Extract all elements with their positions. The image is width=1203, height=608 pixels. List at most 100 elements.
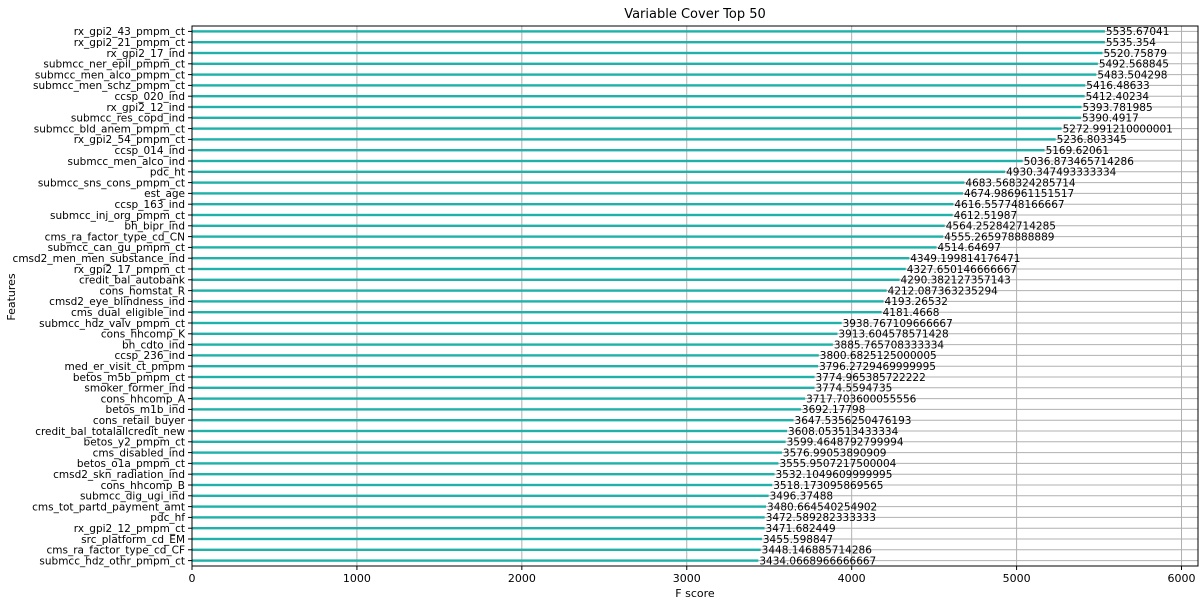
bar — [192, 375, 815, 379]
bar — [192, 548, 761, 551]
data-label: 5272.991210000001 — [1063, 123, 1173, 135]
bar — [192, 138, 1056, 141]
y-tick-label: cons_hhcomp_A — [101, 393, 186, 405]
bar — [192, 116, 1081, 119]
bar — [192, 451, 782, 454]
y-tick-label: pdc_ht — [150, 167, 185, 179]
data-label: 3800.6825125000005 — [820, 350, 937, 362]
bar — [192, 408, 801, 411]
bar — [192, 41, 1105, 44]
bar — [192, 365, 819, 368]
y-tick-label: betos_y2_pmpm_ct — [84, 437, 185, 449]
data-label: 5236.803345 — [1057, 134, 1127, 146]
y-tick-label: betos_o1a_pmpm_ct — [77, 458, 185, 470]
data-label: 3717.703600055556 — [806, 393, 917, 405]
bar — [192, 62, 1098, 65]
bar — [192, 181, 965, 184]
data-label: 3885.765708333334 — [834, 339, 945, 351]
y-tick-label: cms_ra_factor_type_cd_CN — [45, 231, 185, 243]
bar — [192, 95, 1085, 98]
data-label: 5036.873465714286 — [1024, 156, 1135, 168]
data-label: 5393.781985 — [1083, 102, 1153, 114]
y-tick-label: rx_gpi2_17_ind — [106, 48, 185, 60]
data-label: 5483.504298 — [1097, 69, 1167, 81]
data-label: 4181.4668 — [883, 307, 940, 319]
bar — [192, 321, 842, 325]
y-tick-label: cons_hhcomp_K — [101, 329, 186, 341]
x-tick-label: 6000 — [1168, 572, 1196, 585]
data-label: 3480.664540254902 — [767, 501, 877, 513]
bar — [192, 559, 759, 562]
bar — [192, 246, 937, 249]
data-label: 3555.9507217500004 — [779, 458, 896, 470]
y-tick-label: src_platform_cd_EM — [81, 534, 185, 546]
bar — [192, 429, 788, 433]
y-tick-label: cms_disabled_ind — [93, 447, 185, 459]
y-tick-label: est_age — [144, 188, 185, 200]
bar — [192, 354, 819, 357]
data-label: 3455.598847 — [763, 534, 833, 546]
y-tick-label: betos_m1b_ind — [106, 404, 185, 416]
x-tick-layer: 0 1000 2000 3000 4000 5000 6000 — [189, 566, 1196, 585]
data-label: 3496.37488 — [770, 491, 833, 503]
y-tick-label: credit_bal_totalallcredit_new — [35, 426, 185, 438]
y-tick-label: cms_dual_eligible_ind — [71, 307, 185, 319]
data-label: 5535.67041 — [1106, 26, 1169, 38]
y-tick-label: submcc_dig_ugi_ind — [80, 491, 185, 503]
data-label: 3774.5594735 — [815, 383, 892, 395]
bar — [192, 235, 944, 238]
y-tick-label: cms_ra_factor_type_cd_CF — [47, 545, 186, 557]
y-tick-label: cmsd2_men_men_substance_ind — [13, 253, 185, 265]
bar — [192, 213, 953, 217]
bar — [192, 527, 765, 530]
data-label: 3471.682449 — [766, 523, 836, 535]
bar — [192, 332, 838, 335]
data-label: 4930.347493333334 — [1006, 167, 1117, 179]
bar — [192, 494, 769, 497]
data-label: 5416.48633 — [1086, 80, 1149, 92]
bar — [192, 473, 775, 476]
data-label: 4683.568324285714 — [965, 177, 1076, 189]
data-label: 5492.568845 — [1099, 59, 1169, 71]
data-label: 3472.589282333333 — [766, 512, 876, 524]
bar — [192, 516, 765, 519]
data-label: 3532.1049609999995 — [776, 469, 893, 481]
y-tick-label: smoker_former_ind — [84, 383, 185, 395]
y-tick-label: bh_cdto_ind — [122, 339, 185, 351]
y-tick-label: ccsp_020_ind — [115, 91, 185, 103]
data-label: 4674.986961151517 — [964, 188, 1074, 200]
bar — [192, 30, 1105, 33]
bar — [192, 127, 1062, 130]
y-tick-label: rx_gpi2_12_ind — [106, 102, 185, 114]
data-label: 4212.087363235294 — [888, 285, 999, 297]
data-label: 4514.64697 — [938, 242, 1001, 254]
data-label: 4612.51987 — [954, 210, 1017, 222]
y-tick-label: med_er_visit_ct_pmpm — [65, 361, 185, 373]
y-tick-label: submcc_bld_anem_pmpm_ct — [34, 123, 185, 135]
bar — [192, 159, 1023, 163]
y-tick-label: submcc_res_copd_ind — [71, 113, 185, 125]
y-tick-label: cmsd2_skn_radiation_ind — [53, 469, 185, 481]
x-tick-label: 1000 — [343, 572, 371, 585]
bar — [192, 203, 954, 206]
data-label: 3434.0668966666667 — [759, 555, 876, 567]
data-label: 3448.146885714286 — [762, 545, 873, 557]
x-tick-label: 0 — [189, 572, 196, 585]
y-tick-label: bh_bipr_ind — [124, 221, 185, 233]
x-axis-label: F score — [675, 587, 715, 600]
y-tick-label: rx_gpi2_17_pmpm_ct — [74, 264, 185, 276]
y-tick-label: submcc_men_alco_ind — [68, 156, 185, 168]
x-tick-label: 4000 — [838, 572, 866, 585]
y-tick-label: cons_retail_buyer — [93, 415, 186, 427]
y-tick-label: credit_bal_autobank — [79, 275, 186, 287]
x-tick-label: 3000 — [673, 572, 701, 585]
value-label-layer: 5535.670415535.3545520.758795492.5688455… — [759, 26, 1173, 567]
data-label: 4616.557748166667 — [954, 199, 1064, 211]
data-label: 4564.252842714285 — [946, 221, 1056, 233]
y-tick-label: cms_tot_partd_payment_amt — [32, 501, 185, 513]
data-label: 3599.4648792799994 — [787, 437, 904, 449]
bar — [192, 278, 900, 281]
bar — [192, 483, 773, 487]
